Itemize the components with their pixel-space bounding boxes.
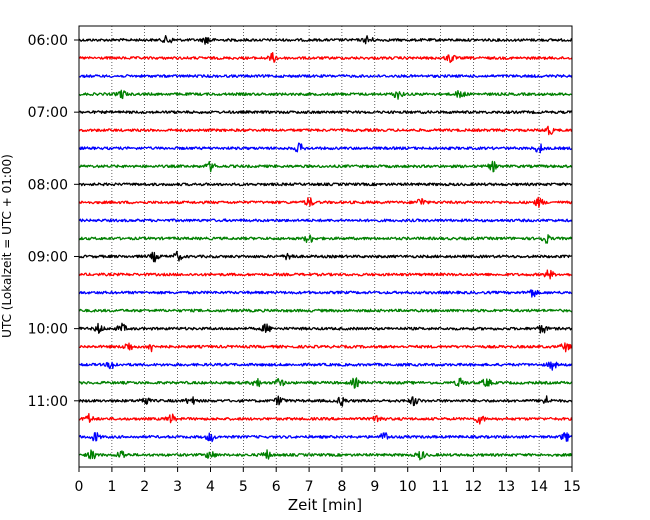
y-tick-label: 09:00 bbox=[28, 250, 68, 266]
x-tick-label: 5 bbox=[239, 479, 248, 495]
trace-1145 bbox=[78, 449, 573, 461]
trace-0745 bbox=[78, 160, 573, 173]
x-tick-label: 8 bbox=[337, 479, 346, 495]
trace-0845 bbox=[78, 234, 573, 244]
trace-0615 bbox=[78, 52, 573, 64]
y-tick-label: 06:00 bbox=[28, 33, 68, 49]
seismic-traces bbox=[78, 34, 573, 461]
x-axis-ticks: 0 1 2 3 4 5 6 7 8 9 10 11 12 13 14 15 bbox=[75, 467, 581, 495]
x-tick-label: 3 bbox=[173, 479, 182, 495]
x-tick-label: 6 bbox=[272, 479, 281, 495]
plot-frame bbox=[78, 25, 573, 468]
y-tick-label: 10:00 bbox=[28, 322, 68, 338]
y-tick-label: 08:00 bbox=[28, 177, 68, 193]
x-tick-label: 14 bbox=[530, 479, 548, 495]
x-tick-label: 15 bbox=[563, 479, 581, 495]
x-tick-label: 11 bbox=[432, 479, 450, 495]
x-tick-label: 9 bbox=[370, 479, 379, 495]
trace-1030 bbox=[78, 361, 573, 371]
x-axis-label: Zeit [min] bbox=[288, 496, 362, 514]
trace-0715 bbox=[78, 125, 573, 136]
x-tick-label: 2 bbox=[140, 479, 149, 495]
x-tick-label: 0 bbox=[75, 479, 84, 495]
x-tick-label: 13 bbox=[497, 479, 515, 495]
plot-background bbox=[79, 26, 572, 467]
y-tick-label: 11:00 bbox=[28, 394, 68, 410]
trace-0900 bbox=[78, 250, 573, 263]
trace-0815 bbox=[78, 196, 573, 209]
x-tick-label: 12 bbox=[464, 479, 482, 495]
y-tick-label: 07:00 bbox=[28, 105, 68, 121]
trace-1130 bbox=[78, 432, 573, 443]
x-tick-label: 7 bbox=[305, 479, 314, 495]
trace-0800 bbox=[78, 182, 573, 187]
trace-1045 bbox=[78, 377, 573, 389]
trace-1100 bbox=[78, 395, 573, 407]
trace-1015 bbox=[78, 342, 573, 353]
trace-0645 bbox=[78, 89, 573, 100]
x-tick-label: 4 bbox=[206, 479, 215, 495]
x-tick-label: 10 bbox=[399, 479, 417, 495]
trace-0630 bbox=[78, 74, 573, 79]
trace-0600 bbox=[78, 34, 573, 45]
trace-0730 bbox=[78, 142, 573, 154]
trace-0945 bbox=[79, 308, 573, 313]
trace-0830 bbox=[78, 218, 573, 223]
trace-1115 bbox=[78, 413, 573, 425]
trace-0915 bbox=[78, 269, 573, 280]
trace-0700 bbox=[78, 110, 573, 115]
x-tick-label: 1 bbox=[107, 479, 116, 495]
y-axis-label: UTC (Lokalzeit = UTC + 01:00) bbox=[0, 154, 14, 338]
trace-0930 bbox=[78, 289, 573, 298]
trace-1000 bbox=[78, 322, 573, 334]
y-axis-ticks: 06:00 07:00 08:00 09:00 10:00 11:00 bbox=[28, 33, 79, 410]
